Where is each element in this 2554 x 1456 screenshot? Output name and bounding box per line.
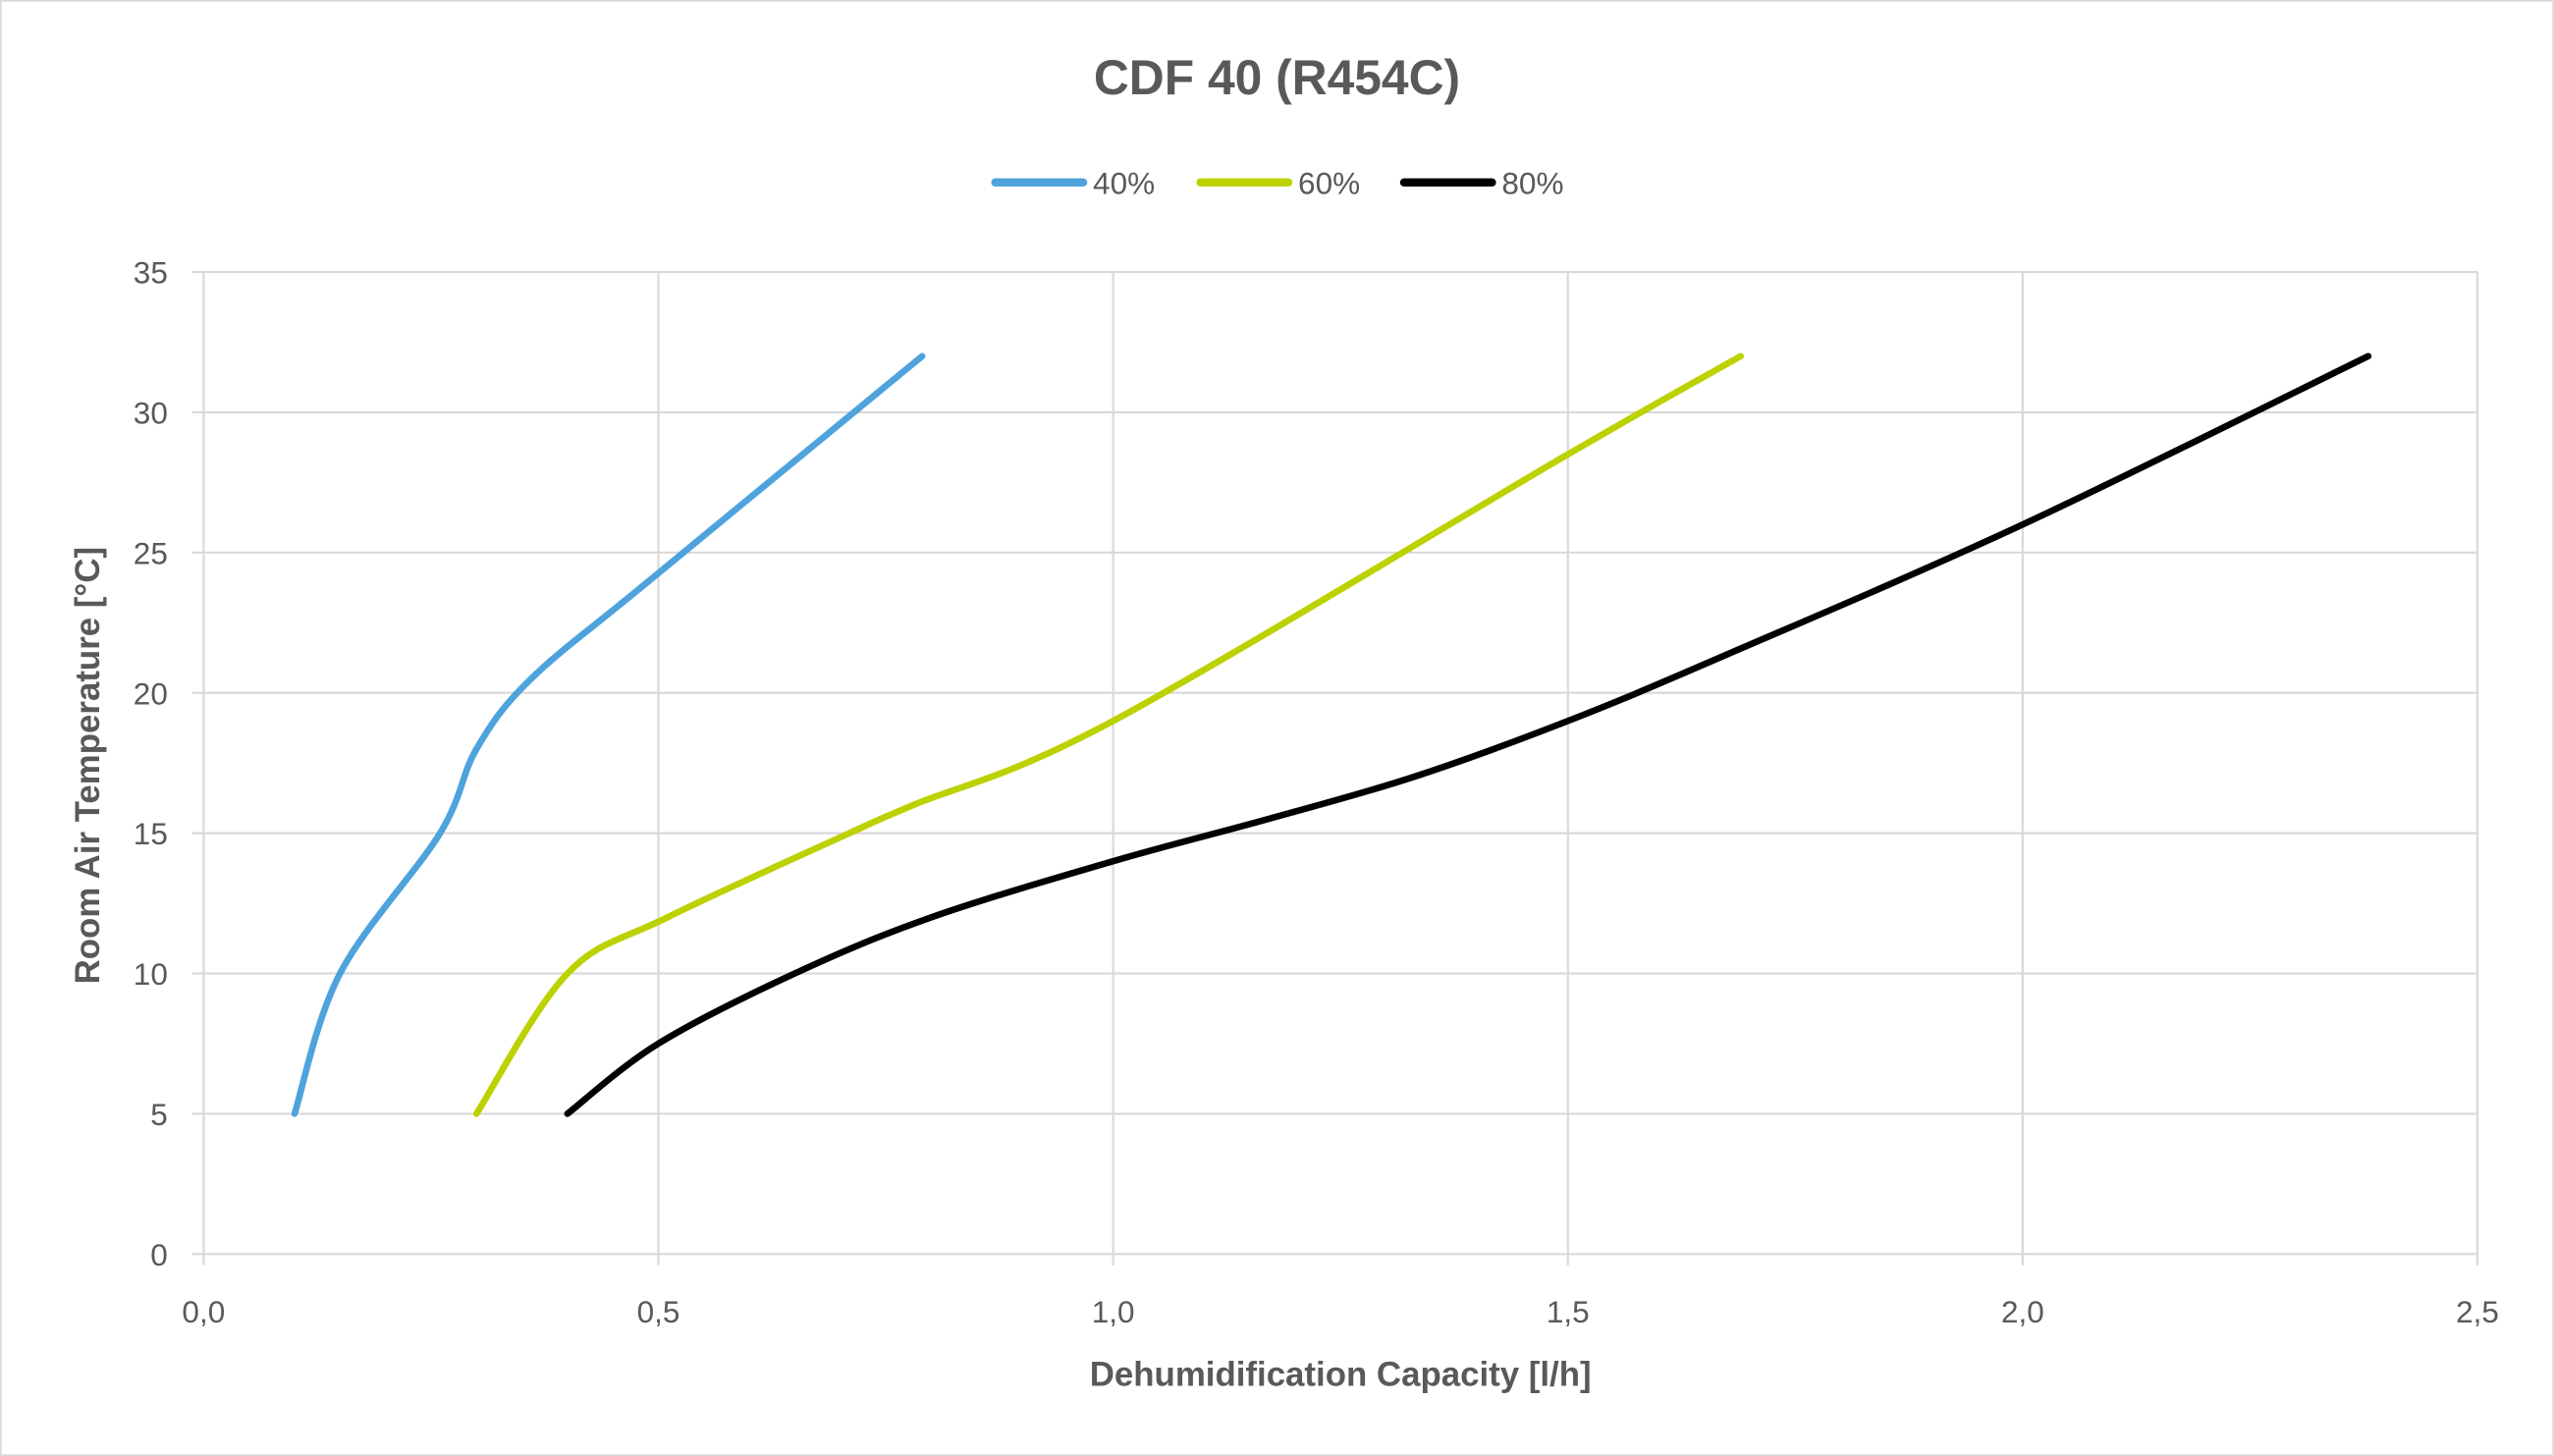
y-tick-label: 35 (134, 255, 168, 291)
x-tick-label: 1,5 (1547, 1294, 1590, 1329)
y-tick-label: 30 (134, 396, 168, 431)
legend-item: 80% (1399, 165, 1563, 200)
x-tick-label: 2,0 (2001, 1294, 2044, 1329)
y-tick-label: 25 (134, 535, 168, 570)
x-tick-label: 2,5 (2456, 1294, 2499, 1329)
legend-item: 40% (991, 165, 1155, 200)
x-tick-label: 1,0 (1092, 1294, 1135, 1329)
legend-label: 40% (1093, 165, 1155, 200)
y-tick-label: 15 (134, 816, 168, 851)
y-tick-label: 20 (134, 675, 168, 711)
legend-label: 80% (1501, 165, 1563, 200)
y-tick-label: 10 (134, 956, 168, 992)
tick-labels: 0 5 10 15 20 25 30 35 0,0 0,5 1,0 1,5 2,0 2,5 (134, 255, 2499, 1329)
x-axis-label: Dehumidification Capacity [l/h] (1090, 1356, 1592, 1394)
gridlines (191, 270, 2479, 1266)
chart-title: CDF 40 (R454C) (1094, 50, 1460, 105)
y-tick-label: 0 (150, 1237, 168, 1272)
legend-item: 60% (1196, 165, 1360, 200)
legend: 40% 60% 80% (991, 165, 1563, 200)
series-line-80pct (564, 352, 2372, 1117)
y-axis-label: Room Air Temperature [°C] (69, 547, 107, 984)
series-line-40pct (291, 352, 926, 1117)
series-line-60pct (472, 352, 1745, 1117)
x-tick-label: 0,5 (637, 1294, 680, 1329)
y-tick-label: 5 (150, 1097, 168, 1132)
legend-label: 60% (1298, 165, 1360, 200)
series-lines (291, 352, 2372, 1117)
x-tick-label: 0,0 (182, 1294, 225, 1329)
